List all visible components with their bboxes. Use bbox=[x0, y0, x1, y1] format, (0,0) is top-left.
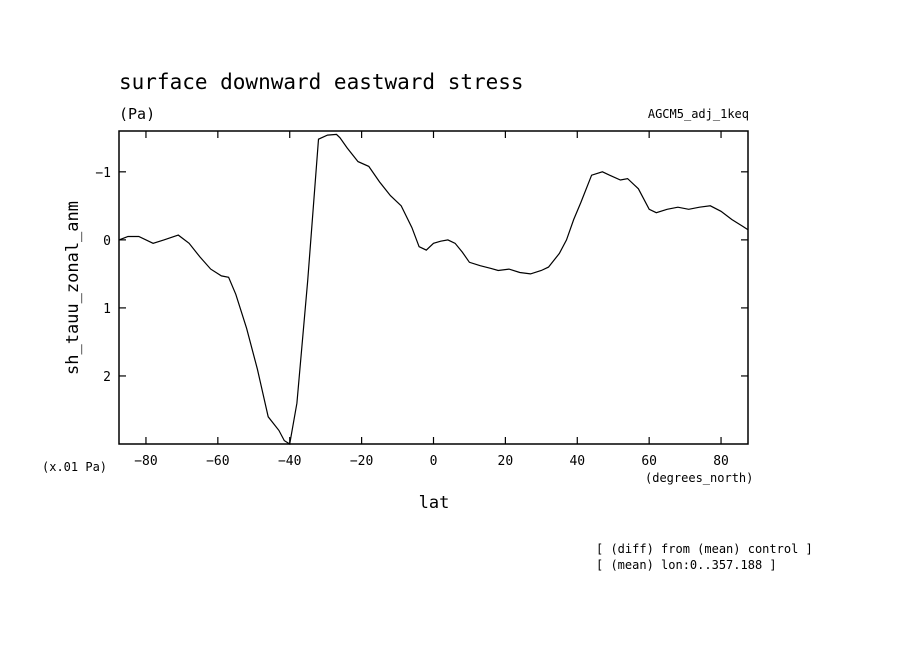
units-label: (Pa) bbox=[119, 105, 155, 123]
y-scale-note: (x.01 Pa) bbox=[42, 460, 107, 474]
x-tick-label: 0 bbox=[430, 454, 438, 469]
x-tick-label: 40 bbox=[569, 454, 585, 469]
x-tick-label: 80 bbox=[713, 454, 729, 469]
series-line bbox=[118, 133, 749, 445]
chart-title: surface downward eastward stress bbox=[119, 70, 524, 94]
y-axis-label: sh_tauu_zonal_anm bbox=[63, 201, 83, 375]
x-tick-label: 60 bbox=[641, 454, 657, 469]
y-tick-label: −1 bbox=[95, 166, 111, 181]
annotation-line-1: [ (diff) from (mean) control ] bbox=[596, 542, 813, 556]
annotation-line-2: [ (mean) lon:0..357.188 ] bbox=[596, 558, 777, 572]
plot-area: −80 −60 −40 −20 0 20 40 60 80 −1 0 1 2 bbox=[95, 130, 749, 469]
x-tick-label: −60 bbox=[206, 454, 229, 469]
plot-frame bbox=[118, 130, 749, 445]
y-tick-label: 0 bbox=[103, 234, 111, 249]
x-units-label: (degrees_north) bbox=[645, 471, 753, 485]
x-axis-label: lat bbox=[419, 493, 450, 513]
x-tick-label: 20 bbox=[498, 454, 514, 469]
x-tick-label: −40 bbox=[278, 454, 301, 469]
x-tick-label: −20 bbox=[350, 454, 373, 469]
y-tick-label: 1 bbox=[103, 302, 111, 317]
y-tick-label: 2 bbox=[103, 370, 111, 385]
experiment-label: AGCM5_adj_1keq bbox=[648, 107, 749, 121]
x-tick-label: −80 bbox=[134, 454, 157, 469]
